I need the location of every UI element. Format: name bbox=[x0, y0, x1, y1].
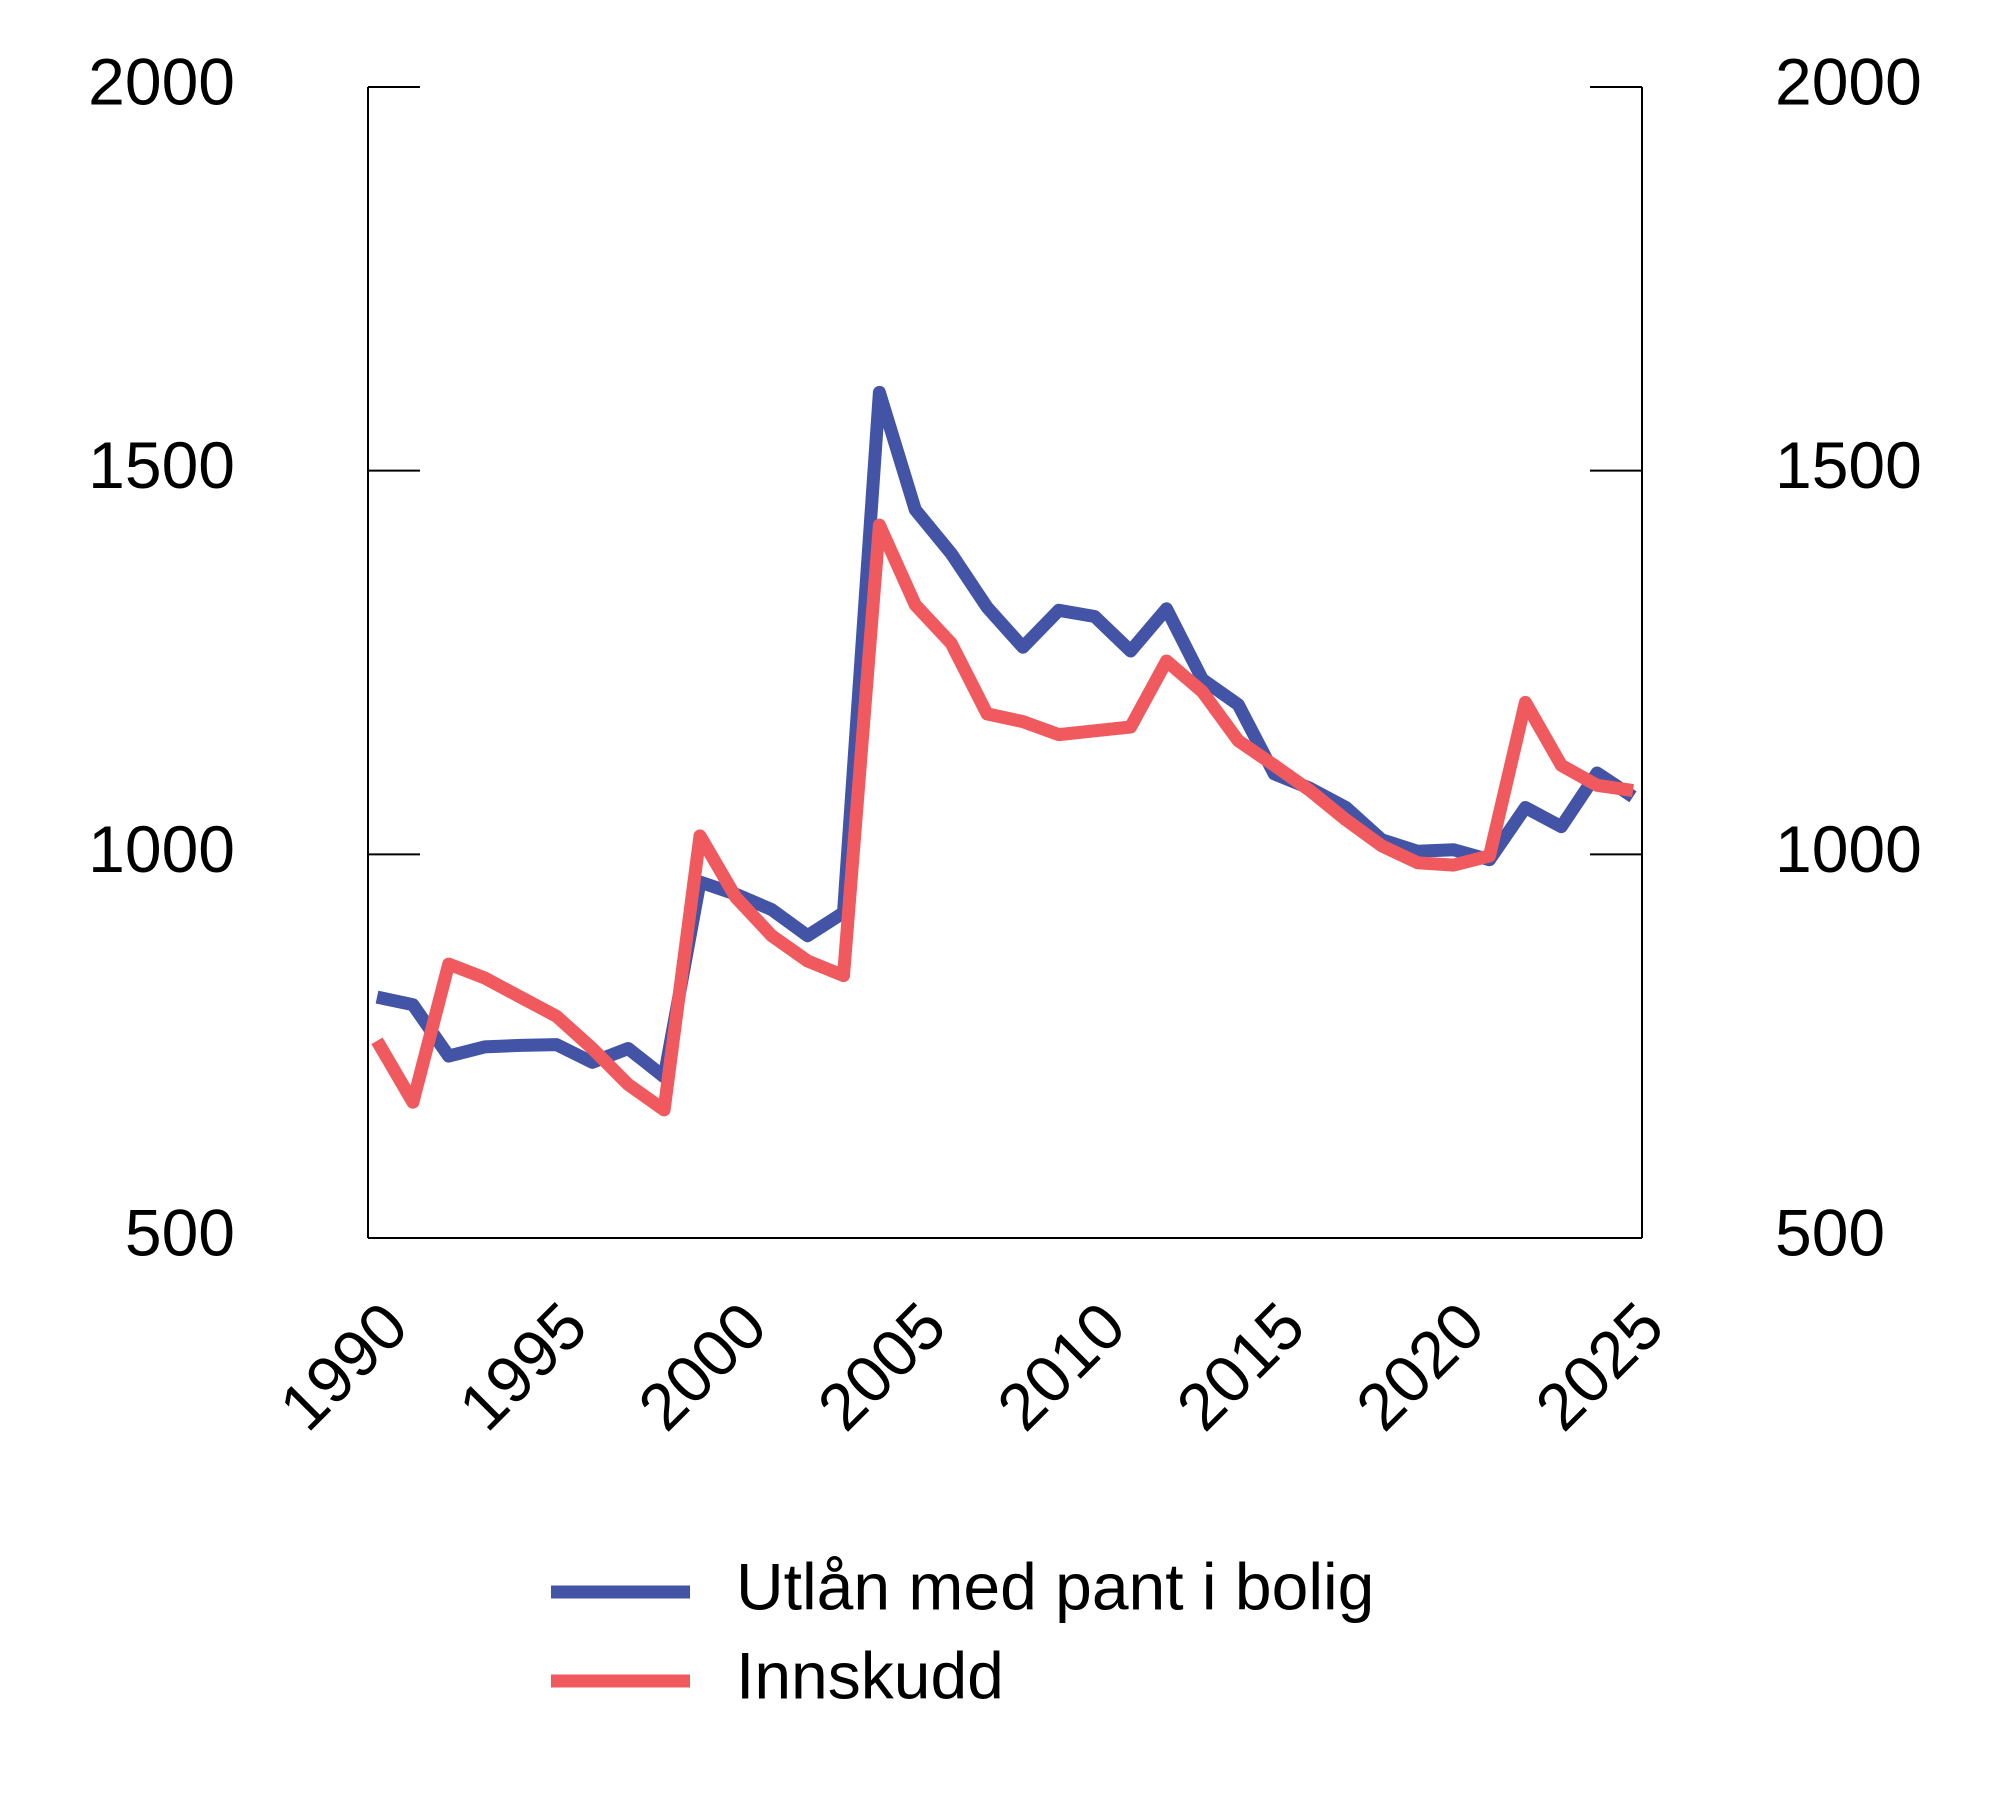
x-tick-label: 1995 bbox=[444, 1288, 600, 1444]
x-tick-label: 1990 bbox=[265, 1288, 421, 1444]
x-tick-label: 2010 bbox=[983, 1288, 1139, 1444]
y-tick-label: 1000 bbox=[88, 812, 235, 886]
y2-tick-label: 1500 bbox=[1775, 428, 1922, 502]
y-tick-label: 2000 bbox=[88, 44, 235, 118]
x-tick-label: 2000 bbox=[624, 1288, 780, 1444]
legend-label: Utlån med pant i bolig bbox=[736, 1549, 1374, 1623]
y2-tick-label: 1000 bbox=[1775, 812, 1922, 886]
y2-tick-label: 2000 bbox=[1775, 44, 1922, 118]
series-line bbox=[375, 385, 1637, 1084]
legend-label: Innskudd bbox=[736, 1638, 1004, 1712]
x-tick-label: 2015 bbox=[1162, 1288, 1318, 1444]
series-line bbox=[371, 518, 1634, 1117]
y-tick-label: 500 bbox=[125, 1195, 235, 1269]
x-tick-label: 2020 bbox=[1342, 1288, 1498, 1444]
y-tick-label: 1500 bbox=[88, 428, 235, 502]
y2-tick-label: 500 bbox=[1775, 1195, 1885, 1269]
x-tick-label: 2025 bbox=[1521, 1288, 1677, 1444]
x-tick-label: 2005 bbox=[803, 1288, 959, 1444]
